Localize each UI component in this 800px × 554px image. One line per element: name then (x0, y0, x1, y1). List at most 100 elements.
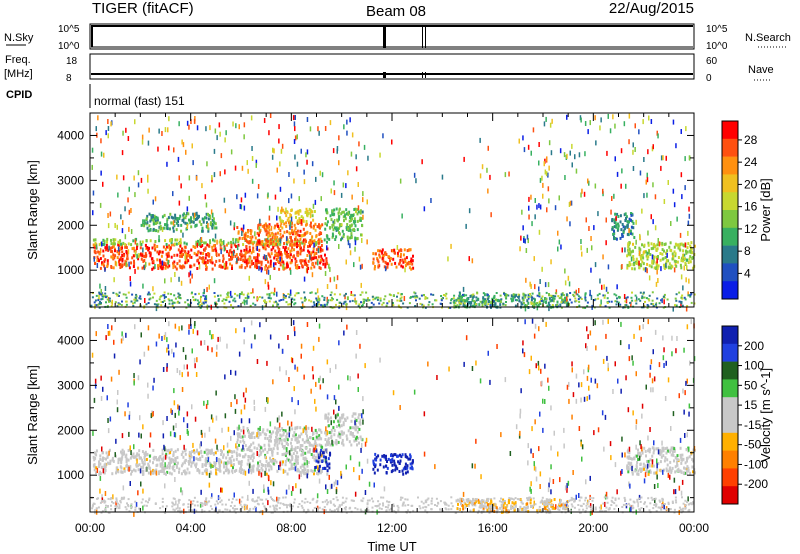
beam-title: Beam 08 (366, 3, 426, 20)
freq-label: Freq. (5, 54, 31, 66)
y-tick-label: 3000 (57, 378, 84, 392)
time-axis-label: Time UT (367, 539, 416, 554)
colorbar-segment (722, 415, 738, 434)
colorbar-segment (722, 138, 738, 157)
colorbar-segment (722, 156, 738, 175)
x-tick-label: 04:00 (176, 521, 206, 535)
colorbar-segment (722, 450, 738, 469)
time-axis: 00:00 04:00 08:00 12:00 16:00 20:00 00:00 (75, 521, 709, 535)
power-panel: 1000 2000 3000 4000 Slant Range [km] 28 24 20… (25, 112, 773, 312)
nsky-label: N.Sky (4, 32, 34, 44)
nsky-panel: N.Sky 10^5 10^0 10^5 10^0 N.Search (4, 23, 791, 52)
nsky-right-tick-bottom: 10^0 (706, 41, 728, 52)
nsky-gap-start (91, 27, 93, 47)
nsky-left-tick-top: 10^5 (58, 24, 80, 35)
colorbar-tick-label: 8 (744, 244, 751, 258)
radar-title: TIGER (fitACF) (92, 0, 194, 17)
scatter-echoes (91, 113, 691, 312)
freq-left-tick-top: 18 (66, 56, 78, 67)
colorbar-tick-label: 16 (744, 200, 758, 214)
nsky-gap-2b (425, 25, 426, 48)
x-tick-label: 16:00 (478, 521, 508, 535)
velocity-data (90, 318, 696, 517)
freq-gap-2a (422, 72, 423, 78)
y-tick-label: 3000 (57, 173, 84, 187)
echo-region-3 (372, 452, 414, 476)
colorbar-tick-label: 24 (744, 155, 758, 169)
x-tick-label: 20:00 (578, 521, 608, 535)
nave-label: Nave (748, 64, 774, 76)
colorbar-segment (722, 174, 738, 193)
x-tick-label: 12:00 (377, 521, 407, 535)
colorbar-segment (722, 227, 738, 246)
freq-trace (91, 73, 693, 75)
freq-right-tick-bottom: 0 (706, 73, 712, 84)
y-tick-label: 1000 (57, 263, 84, 277)
cpid-text: normal (fast) 151 (94, 94, 185, 108)
x-tick-label: 00:00 (679, 521, 709, 535)
nsky-gap-1 (383, 25, 386, 48)
freq-panel: Freq. [MHz] 18 8 60 0 Nave CPID normal (… (4, 53, 774, 108)
power-colorbar: 28 24 20 16 12 8 4 (721, 120, 758, 300)
y-tick-label: 4000 (57, 333, 84, 347)
power-ticks: 1000 2000 3000 4000 (57, 113, 695, 307)
x-tick-label: 08:00 (276, 521, 306, 535)
velocity-ticks: 1000 2000 3000 4000 (57, 318, 695, 512)
colorbar-tick-label: -100 (744, 457, 768, 471)
colorbar-tick-label: 50 (744, 378, 758, 392)
nsearch-label: N.Search (745, 32, 791, 44)
freq-unit-label: [MHz] (4, 68, 33, 80)
colorbar-tick-label: -200 (744, 477, 768, 491)
colorbar-tick-label: 20 (744, 177, 758, 191)
y-tick-label: 1000 (57, 468, 84, 482)
colorbar-segment (722, 468, 738, 487)
colorbar-tick-label: -50 (744, 438, 762, 452)
colorbar-tick-label: 200 (744, 339, 764, 353)
nsky-gap-2a (422, 25, 423, 48)
freq-left-tick-bottom: 8 (66, 73, 72, 84)
echo-region-4 (140, 211, 218, 233)
cpid-label: CPID (6, 89, 32, 101)
colorbar-segment (722, 326, 738, 345)
power-colorbar-label: Power [dB] (758, 178, 773, 242)
y-tick-label: 2000 (57, 423, 84, 437)
colorbar-segment (722, 397, 738, 416)
colorbar-segment (722, 281, 738, 300)
power-data (90, 113, 696, 312)
velocity-colorbar: 200 100 50 15 -15 -50 -100 -200 (721, 325, 768, 505)
date-title: 22/Aug/2015 (609, 0, 694, 17)
colorbar-segment (722, 245, 738, 264)
colorbar-segment (722, 343, 738, 362)
freq-right-tick-top: 60 (706, 56, 718, 67)
colorbar-segment (722, 486, 738, 505)
power-y-label: Slant Range [km] (25, 160, 40, 260)
echo-region-3 (278, 207, 316, 224)
velocity-panel: 1000 2000 3000 4000 Slant Range [km] 200 100… (25, 317, 773, 517)
colorbar-tick-label: 12 (744, 222, 758, 236)
colorbar-tick-label: 4 (744, 266, 751, 280)
echo-region-1 (236, 425, 324, 452)
nsky-right-tick-top: 10^5 (706, 24, 728, 35)
nsky-left-tick-bottom: 10^0 (58, 41, 80, 52)
near-range-echoes (90, 291, 696, 309)
velocity-y-label: Slant Range [km] (25, 365, 40, 465)
freq-gap-1 (383, 72, 386, 78)
y-tick-label: 4000 (57, 128, 84, 142)
echo-region-7 (626, 241, 696, 271)
colorbar-tick-label: 28 (744, 133, 758, 147)
x-tick-label: 00:00 (75, 521, 105, 535)
colorbar-tick-label: 15 (744, 398, 758, 412)
echo-region-0 (92, 448, 329, 476)
y-tick-label: 2000 (57, 218, 84, 232)
freq-gap-2b (425, 72, 426, 78)
colorbar-segment (722, 263, 738, 282)
colorbar-segment (722, 192, 738, 211)
colorbar-segment (722, 361, 738, 380)
colorbar-segment (722, 379, 738, 398)
colorbar-segment (722, 210, 738, 229)
nsky-trace (91, 25, 693, 27)
velocity-colorbar-label: Velocity [m s^-1] (758, 368, 773, 462)
colorbar-tick-label: 100 (744, 359, 764, 373)
colorbar-tick-label: -15 (744, 418, 762, 432)
